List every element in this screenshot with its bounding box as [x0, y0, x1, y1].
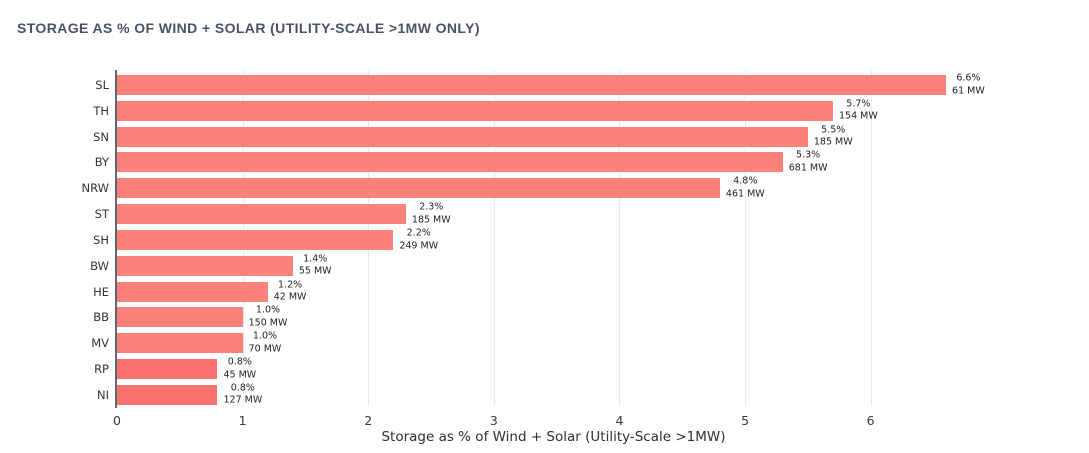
y-axis-label: NI — [97, 387, 109, 402]
x-tick-label: 2 — [364, 413, 373, 428]
bar — [117, 178, 720, 199]
bar-row: MV 1.0% 70 MW — [91, 331, 990, 356]
bar — [117, 384, 218, 405]
y-axis-label: ST — [94, 207, 109, 222]
bar-pct-label: 4.8% — [733, 175, 758, 187]
bar-pct-label: 0.8% — [230, 382, 255, 394]
bar-value-label: 5.3% 681 MW — [789, 150, 828, 175]
bar-value-label: 4.8% 461 MW — [726, 176, 765, 201]
bar — [117, 229, 394, 250]
y-axis-label: TH — [93, 103, 109, 118]
bar-value-label: 6.6% 61 MW — [952, 72, 985, 97]
gridline-vertical — [870, 70, 872, 406]
bar-mw-label: 185 MW — [411, 214, 451, 226]
bar-value-label: 1.4% 55 MW — [299, 253, 332, 278]
bar-row: NI 0.8% 127 MW — [97, 382, 990, 407]
y-axis-label: BW — [90, 258, 109, 273]
bar — [117, 255, 293, 276]
bar-pct-label: 6.6% — [956, 72, 981, 84]
bar-value-label: 0.8% 45 MW — [223, 357, 256, 382]
y-axis-label: BY — [94, 155, 109, 170]
y-axis-label: SL — [95, 78, 109, 92]
y-axis-label: MV — [91, 336, 109, 351]
y-axis-label: NRW — [81, 181, 110, 196]
y-axis-label: HE — [93, 284, 109, 299]
bar-row: RP 0.8% 45 MW — [94, 357, 990, 382]
gridline-vertical — [745, 70, 747, 406]
bar-value-label: 1.0% 150 MW — [249, 305, 288, 330]
bar-row: SN 5.5% 185 MW — [93, 124, 990, 149]
bar — [117, 75, 947, 95]
bar-pct-label: 1.2% — [278, 279, 303, 291]
x-axis-title: Storage as % of Wind + Solar (Utility-Sc… — [381, 429, 726, 445]
bar-mw-label: 154 MW — [838, 110, 878, 122]
bar-mw-label: 681 MW — [788, 162, 828, 174]
bar-mw-label: 55 MW — [298, 265, 332, 277]
bar-row: TH 5.7% 154 MW — [93, 98, 990, 123]
bar-mw-label: 127 MW — [223, 394, 263, 406]
chart-title: STORAGE AS % OF WIND + SOLAR (UTILITY-SC… — [17, 20, 480, 36]
bar-value-label: 2.3% 185 MW — [412, 202, 451, 227]
bar — [117, 204, 406, 225]
x-tick-label: 0 — [113, 413, 121, 428]
bar-pct-label: 0.8% — [227, 356, 252, 368]
bar — [117, 126, 808, 147]
bar-row: SH 2.2% 249 MW — [93, 227, 990, 252]
bar-value-label: 5.5% 185 MW — [814, 124, 853, 149]
bar-value-label: 1.0% 70 MW — [249, 331, 282, 356]
bar — [117, 281, 268, 302]
bar-value-label: 1.2% 42 MW — [274, 279, 307, 304]
y-axis-label: RP — [94, 362, 109, 377]
bar-rows: SL 6.6% 61 MW TH 5.7% 154 MW SN 5.5% 185 MW BY 5.3… — [82, 72, 990, 407]
bar-value-label: 5.7% 154 MW — [839, 98, 878, 123]
bar — [117, 359, 218, 380]
bar-mw-label: 42 MW — [273, 291, 307, 303]
y-axis-label: BB — [93, 310, 109, 325]
x-tick-label: 5 — [741, 413, 750, 428]
y-axis-label: SH — [93, 232, 109, 247]
bar-mw-label: 150 MW — [248, 317, 288, 329]
x-tick-label: 6 — [866, 413, 875, 428]
bar-row: BB 1.0% 150 MW — [93, 305, 990, 330]
bar-row: HE 1.2% 42 MW — [93, 279, 990, 304]
bar-row: ST 2.3% 185 MW — [95, 202, 990, 227]
bar-pct-label: 5.7% — [846, 98, 871, 110]
bar-row: NRW 4.8% 461 MW — [82, 176, 990, 201]
gridline-vertical — [619, 70, 621, 406]
x-tick-label: 4 — [615, 413, 624, 428]
bar-pct-label: 1.0% — [252, 330, 278, 342]
bar — [117, 100, 833, 121]
bar-mw-label: 185 MW — [813, 136, 853, 148]
bar — [117, 152, 783, 173]
bar-value-label: 0.8% 127 MW — [223, 382, 262, 407]
y-axis-label: SN — [93, 129, 109, 144]
bar-pct-label: 1.0% — [255, 304, 281, 316]
bar-mw-label: 61 MW — [952, 85, 985, 96]
bar-value-label: 2.2% 249 MW — [399, 227, 438, 252]
x-tick-label: 1 — [238, 413, 247, 428]
bar-row: BW 1.4% 55 MW — [90, 253, 990, 278]
x-tick-label: 3 — [489, 413, 498, 428]
bar-row: BY 5.3% 681 MW — [95, 150, 990, 175]
bar-pct-label: 5.5% — [821, 124, 846, 136]
bar-mw-label: 461 MW — [725, 188, 765, 200]
bar-pct-label: 1.4% — [303, 253, 328, 265]
bar-pct-label: 2.3% — [419, 201, 444, 213]
bar-row: SL 6.6% 61 MW — [95, 72, 990, 97]
bar-mw-label: 249 MW — [399, 239, 439, 251]
bar — [117, 333, 243, 354]
bar-mw-label: 70 MW — [248, 343, 282, 355]
gridline-vertical — [493, 70, 495, 406]
y-axis-line — [115, 70, 117, 408]
bar-mw-label: 45 MW — [223, 369, 257, 381]
bar-pct-label: 5.3% — [796, 149, 821, 161]
plot-area: SL 6.6% 61 MW TH 5.7% 154 MW SN 5.5% 185 MW BY 5.3… — [82, 70, 990, 445]
bar-pct-label: 2.2% — [406, 227, 431, 239]
bar — [117, 307, 243, 328]
